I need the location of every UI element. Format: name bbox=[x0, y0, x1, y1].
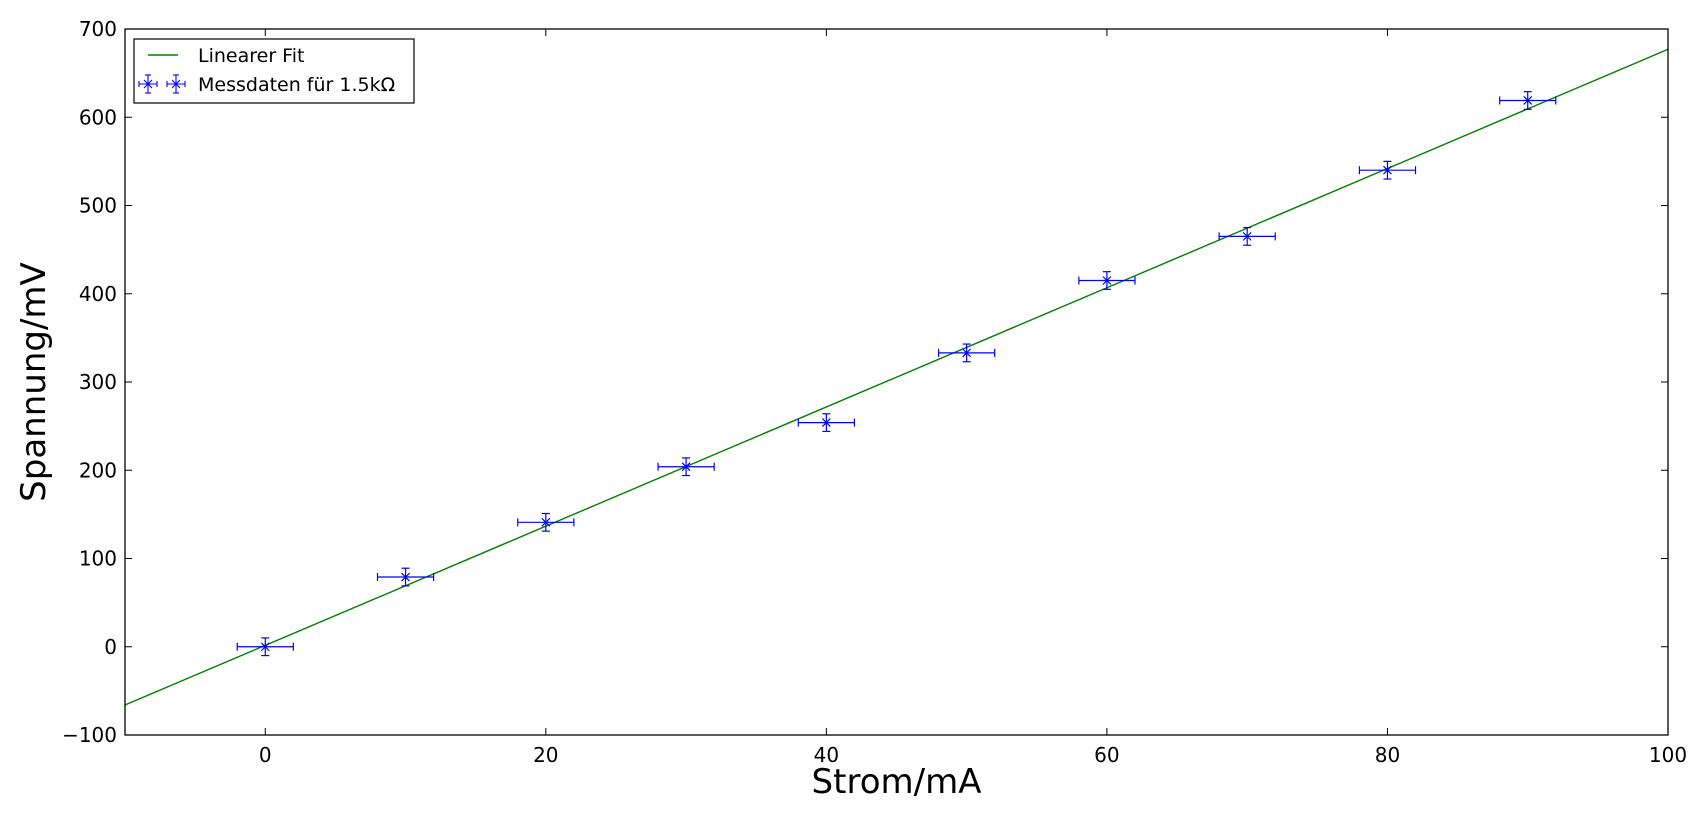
data-point bbox=[1499, 91, 1557, 110]
legend: Linearer Fit Messdaten für 1.5kΩ bbox=[133, 38, 415, 104]
x-tick-label: 40 bbox=[814, 743, 839, 767]
data-point bbox=[1078, 271, 1136, 290]
data-point bbox=[797, 413, 856, 433]
legend-fit-label: Linearer Fit bbox=[198, 45, 304, 67]
x-marker bbox=[1102, 276, 1112, 285]
y-tick-label: 200 bbox=[79, 458, 117, 482]
y-axis-label: Spannung/mV bbox=[14, 262, 54, 502]
y-tick-label: 100 bbox=[79, 547, 117, 571]
x-tick-label: 80 bbox=[1375, 743, 1400, 767]
x-marker bbox=[1523, 96, 1533, 105]
x-marker bbox=[1242, 231, 1252, 241]
x-tick-label: 20 bbox=[533, 743, 558, 767]
fit-line-layer bbox=[125, 48, 1668, 706]
y-tick-label: 300 bbox=[79, 370, 117, 394]
legend-data-swatch bbox=[138, 74, 186, 94]
ticks: 0 20 40 60 80 100 −100 0 100 200 300 400 500 600 700 bbox=[62, 17, 1687, 767]
y-tick-label: 400 bbox=[79, 282, 117, 306]
data-point bbox=[657, 457, 715, 477]
y-tick-label: 0 bbox=[104, 635, 117, 659]
x-marker bbox=[541, 517, 551, 527]
y-tick-label: −100 bbox=[62, 723, 117, 747]
data-point bbox=[517, 512, 575, 532]
data-point bbox=[1218, 226, 1276, 246]
data-point bbox=[937, 343, 996, 363]
legend-x-marker bbox=[143, 79, 153, 89]
x-marker bbox=[681, 462, 691, 472]
x-marker bbox=[260, 642, 270, 652]
x-axis-label: Strom/mA bbox=[812, 762, 982, 802]
data-points-layer bbox=[236, 91, 1557, 657]
fit-line bbox=[125, 48, 1668, 706]
x-marker bbox=[962, 348, 972, 358]
data-point bbox=[376, 567, 435, 587]
legend-x-marker bbox=[171, 79, 181, 89]
x-tick-label: 0 bbox=[259, 743, 272, 767]
y-tick-label: 700 bbox=[79, 17, 117, 41]
y-tick-label: 500 bbox=[79, 194, 117, 218]
data-point bbox=[1358, 160, 1417, 180]
x-marker bbox=[821, 418, 831, 428]
y-tick-label: 600 bbox=[79, 105, 117, 129]
legend-box bbox=[133, 38, 415, 104]
x-tick-label: 100 bbox=[1649, 743, 1687, 767]
legend-data-label: Messdaten für 1.5kΩ bbox=[198, 74, 395, 96]
data-point bbox=[236, 637, 294, 657]
x-marker bbox=[401, 572, 410, 582]
x-tick-label: 60 bbox=[1094, 743, 1119, 767]
x-marker bbox=[1383, 165, 1392, 175]
